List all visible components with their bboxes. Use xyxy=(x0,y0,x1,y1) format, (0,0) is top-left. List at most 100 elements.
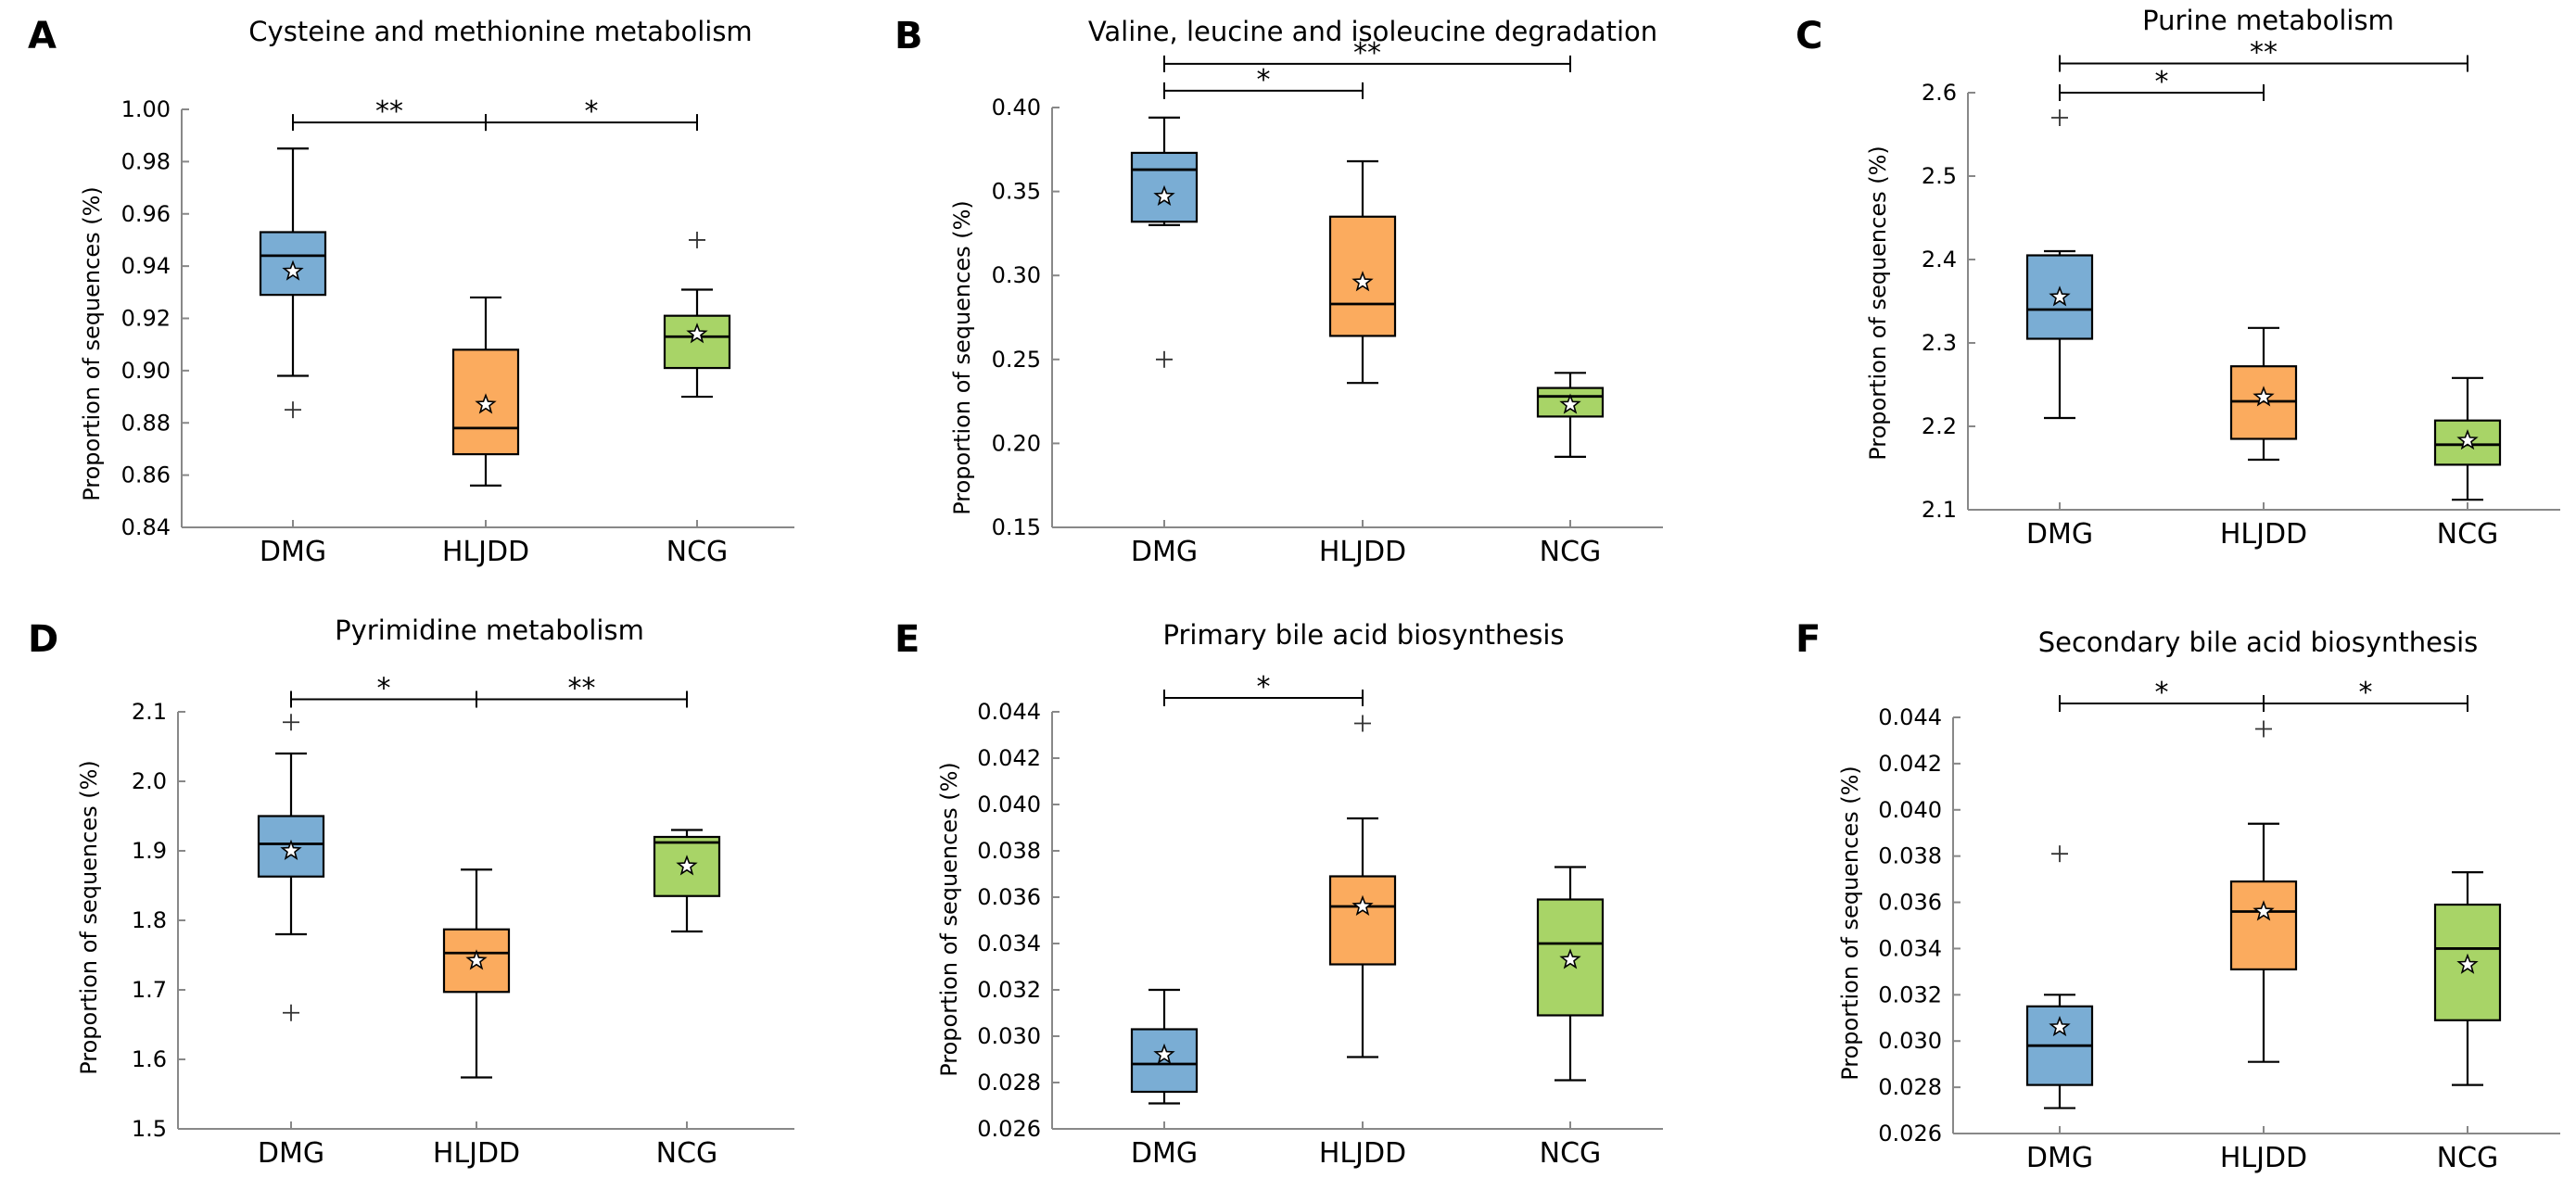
panel-f-letter: F xyxy=(1796,618,1821,661)
panel-a-sig-hljdd-ncg: * xyxy=(485,95,698,132)
panel-b-y-tick-label: 0.25 xyxy=(992,347,1041,373)
panel-a-x-tick-label: DMG xyxy=(260,536,326,568)
panel-a-y-axis-label: Proportion of sequences (%) xyxy=(79,186,105,501)
panel-e-x-tick-label: HLJDD xyxy=(1319,1137,1406,1170)
panel-e-hljdd-outlier xyxy=(1354,715,1371,732)
panel-f-dmg-mean-marker xyxy=(2049,1016,2071,1037)
panel-f-y-tick-label: 0.040 xyxy=(1878,797,1942,823)
panel-d-y-tick-label: 1.8 xyxy=(132,907,167,933)
panel-d-y-tick-label: 1.9 xyxy=(132,838,167,864)
panel-d-dmg-outlier xyxy=(283,714,299,731)
panel-b: B Valine, leucine and isoleucine degrada… xyxy=(895,15,1663,568)
panel-f-dmg-outlier xyxy=(2051,845,2068,863)
panel-f-hljdd-mean-marker xyxy=(2252,900,2275,921)
panel-a-dmg-outlier xyxy=(285,401,301,419)
panel-d-x-tick-label: DMG xyxy=(258,1137,324,1170)
panel-d-y-axis-label: Proportion of sequences (%) xyxy=(76,760,102,1075)
panel-b-y-tick-label: 0.30 xyxy=(992,262,1041,288)
panel-e-ncg-mean-marker xyxy=(1559,948,1581,969)
panel-f-sig-dmg-hljdd: * xyxy=(2059,677,2265,713)
panel-f-y-tick-label: 0.026 xyxy=(1878,1121,1942,1146)
panel-f: F Secondary bile acid biosynthesis Propo… xyxy=(1796,618,2560,1174)
panel-f-x-tick-label: HLJDD xyxy=(2220,1142,2307,1174)
panel-b-title: Valine, leucine and isoleucine degradati… xyxy=(1088,16,1657,47)
panel-e-dmg-box xyxy=(1130,1028,1199,1094)
panel-f-y-tick-label: 0.044 xyxy=(1878,704,1942,730)
panel-b-dmg-outlier xyxy=(1156,350,1173,368)
panel-d-sig-hljdd-ncg: ** xyxy=(476,673,688,708)
panel-a-y-tick-label: 0.88 xyxy=(121,410,171,436)
panel-e-y-tick-label: 0.040 xyxy=(977,792,1041,817)
panel-c-hljdd-mean-marker xyxy=(2252,386,2275,407)
panel-d-y-tick-label: 2.1 xyxy=(132,699,167,725)
panel-e-x-tick-label: DMG xyxy=(1131,1137,1198,1170)
panel-d-dmg-outlier xyxy=(283,1004,299,1021)
panel-a-y-tick-label: 0.84 xyxy=(121,514,171,540)
panel-d: D Pyrimidine metabolism Proportion of se… xyxy=(28,614,794,1170)
panel-c-y-tick-label: 2.1 xyxy=(1922,497,1957,523)
panel-c-y-tick-label: 2.2 xyxy=(1922,413,1957,439)
panel-a-y-tick-label: 0.96 xyxy=(121,201,171,227)
panel-c-sig-dmg-hljdd-label: * xyxy=(2155,66,2169,98)
panel-b-sig-dmg-hljdd: * xyxy=(1163,64,1364,99)
panel-f-sig-hljdd-ncg: * xyxy=(2263,677,2468,713)
panel-b-y-tick-label: 0.35 xyxy=(992,179,1041,205)
panel-a-x-tick-label: NCG xyxy=(666,536,729,568)
panel-b-x-tick-label: DMG xyxy=(1131,536,1198,568)
panel-f-hljdd-box xyxy=(2229,880,2298,970)
panel-a-y-tick-label: 0.90 xyxy=(121,358,171,384)
panel-d-y-tick-label: 1.6 xyxy=(132,1046,167,1072)
panel-a-letter: A xyxy=(28,15,57,57)
panel-a-sig-hljdd-ncg-label: * xyxy=(585,95,599,128)
panel-b-x-tick-label: NCG xyxy=(1540,536,1602,568)
panel-f-y-tick-label: 0.028 xyxy=(1878,1074,1942,1100)
panel-b-sig-dmg-hljdd-label: * xyxy=(1257,64,1271,96)
panel-a-y-tick-label: 0.86 xyxy=(121,462,171,488)
panel-f-sig-dmg-hljdd-label: * xyxy=(2155,677,2169,709)
panel-e-y-tick-label: 0.042 xyxy=(977,745,1041,771)
panel-a: A Cysteine and methionine metabolism Pro… xyxy=(28,15,794,568)
panel-a-plot: 0.84 0.86 0.88 0.90 0.92 0.94 0.96 0.98 1.00 DMG H… xyxy=(121,95,794,568)
panel-b-y-tick-label: 0.20 xyxy=(992,430,1041,456)
panel-c-letter: C xyxy=(1796,15,1822,57)
panel-e-sig-dmg-hljdd: * xyxy=(1163,671,1364,706)
panel-f-title: Secondary bile acid biosynthesis xyxy=(2038,627,2479,658)
panel-a-hljdd-mean-marker xyxy=(475,393,497,414)
panel-f-hljdd-outlier xyxy=(2255,720,2272,738)
panel-f-y-tick-label: 0.042 xyxy=(1878,751,1942,777)
panel-a-y-tick-label: 1.00 xyxy=(121,96,171,122)
panel-e-y-tick-label: 0.044 xyxy=(977,699,1041,725)
panel-d-sig-dmg-hljdd: * xyxy=(290,673,477,708)
panel-e-sig-dmg-hljdd-label: * xyxy=(1257,671,1271,703)
panel-a-dmg-mean-marker xyxy=(282,260,304,281)
panel-e: E Primary bile acid biosynthesis Proport… xyxy=(895,618,1663,1170)
panel-f-y-tick-label: 0.032 xyxy=(1878,982,1942,1007)
panel-f-y-tick-label: 0.036 xyxy=(1878,890,1942,916)
panel-b-y-axis-label: Proportion of sequences (%) xyxy=(949,200,975,515)
panel-d-hljdd-mean-marker xyxy=(465,949,488,970)
panel-a-ncg-outlier xyxy=(689,231,705,248)
panel-c-sig-dmg-hljdd: * xyxy=(2059,66,2265,101)
panel-a-x-tick-label: HLJDD xyxy=(442,536,529,568)
panel-e-y-tick-label: 0.036 xyxy=(977,884,1041,910)
panel-c-y-tick-label: 2.5 xyxy=(1922,163,1957,189)
panel-b-sig-dmg-ncg: ** xyxy=(1163,37,1571,72)
panel-c-x-tick-label: NCG xyxy=(2437,518,2499,551)
panel-f-y-tick-label: 0.030 xyxy=(1878,1028,1942,1054)
panel-c-x-tick-label: HLJDD xyxy=(2220,518,2307,551)
panel-c-x-tick-label: DMG xyxy=(2026,518,2093,551)
panel-e-y-tick-label: 0.028 xyxy=(977,1070,1041,1096)
panel-d-title: Pyrimidine metabolism xyxy=(335,614,644,646)
panel-d-dmg-mean-marker xyxy=(280,839,302,860)
panel-f-sig-hljdd-ncg-label: * xyxy=(2359,677,2373,709)
panel-c-y-tick-label: 2.4 xyxy=(1922,247,1957,272)
panel-c-sig-dmg-ncg: ** xyxy=(2059,37,2468,72)
panel-a-y-tick-label: 0.94 xyxy=(121,253,171,279)
panel-b-hljdd-mean-marker xyxy=(1351,271,1374,292)
panel-c-y-axis-label: Proportion of sequences (%) xyxy=(1865,146,1891,461)
panel-b-y-tick-label: 0.40 xyxy=(992,95,1041,120)
panel-a-y-tick-label: 0.98 xyxy=(121,148,171,174)
panel-d-ncg-mean-marker xyxy=(676,855,698,876)
